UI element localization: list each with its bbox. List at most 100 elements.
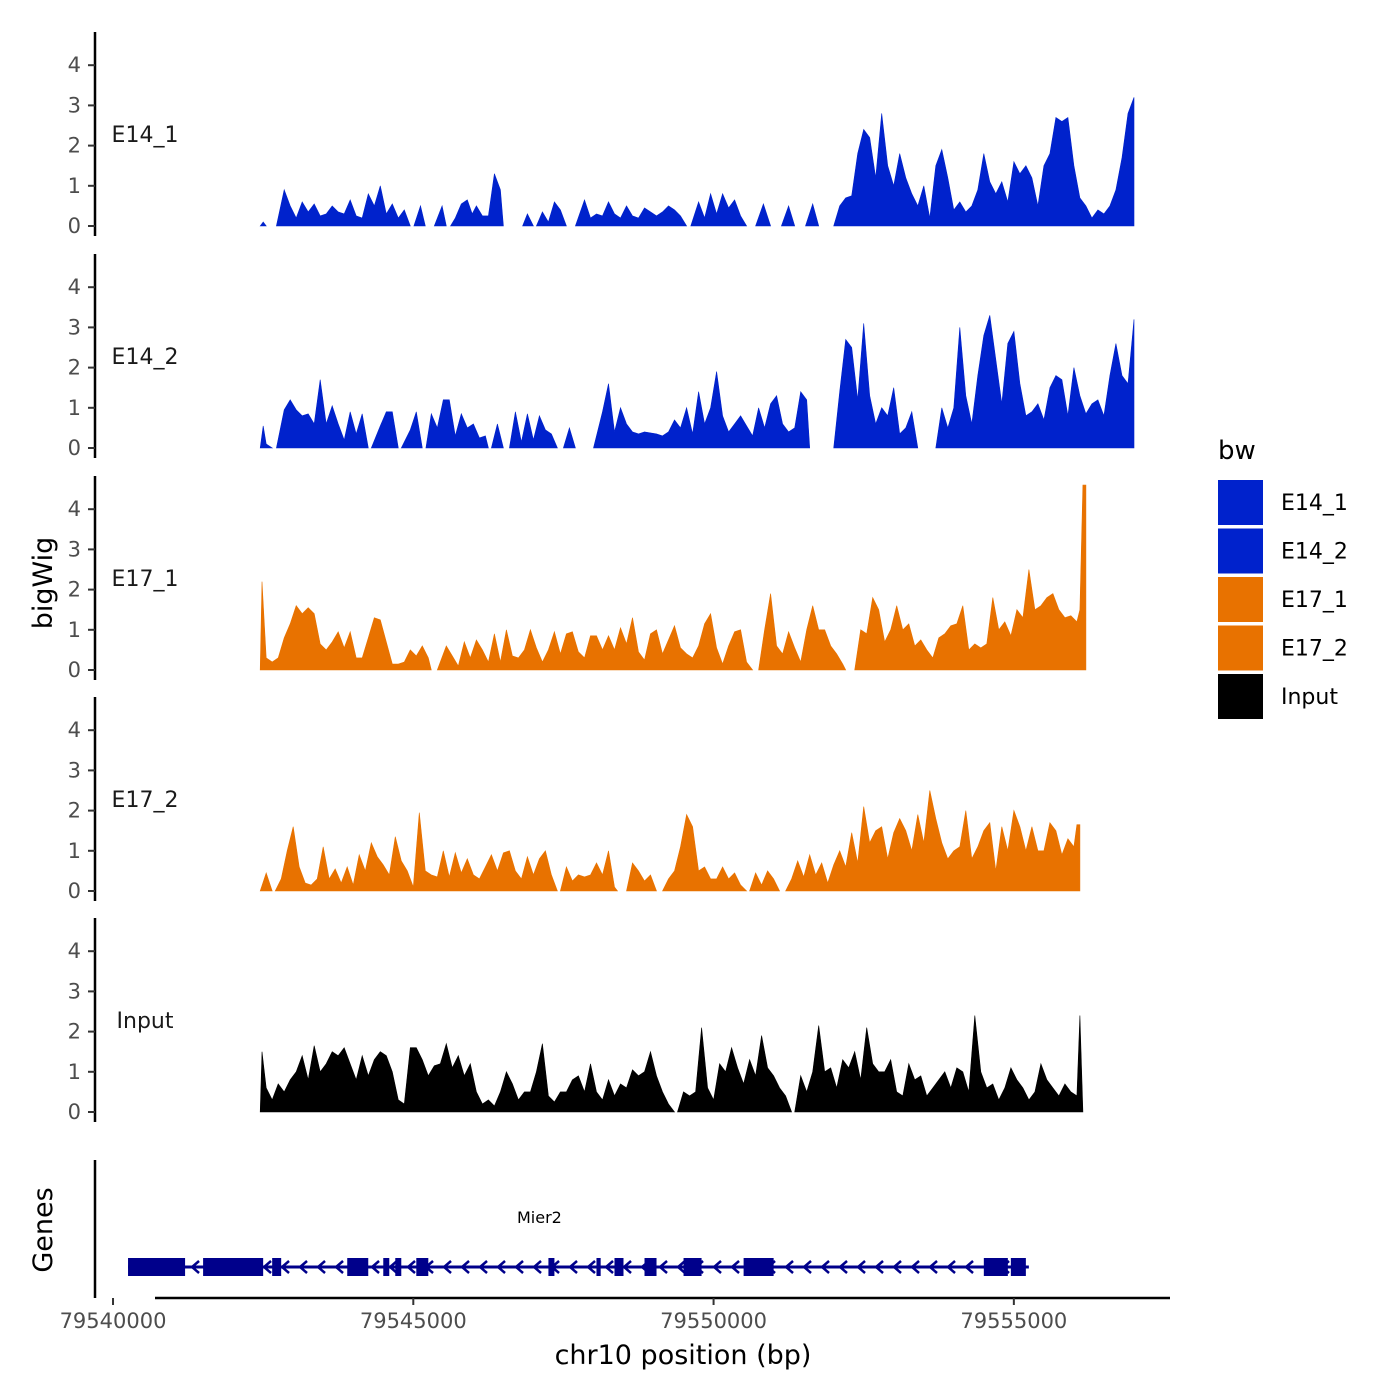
y-tick-label: 3 (68, 93, 81, 117)
strand-arrow (568, 1260, 578, 1274)
coverage-area (491, 423, 504, 449)
coverage-area (562, 426, 576, 449)
track-label: E14_2 (112, 345, 179, 370)
legend-swatch (1218, 528, 1263, 574)
coverage-area (449, 173, 504, 227)
strand-arrow (460, 1260, 470, 1274)
gene-exon (683, 1258, 702, 1276)
strand-arrow (712, 1260, 722, 1274)
strand-arrow (298, 1260, 308, 1274)
x-tick-label: 79555000 (960, 1309, 1067, 1333)
coverage-area (560, 850, 619, 892)
tracks-layer: 0 1 2 3 4 E14_1 0 1 2 3 4 E14_2 0 1 2 3 4 E17_1 0 1 2 3 4 E17_2… (68, 32, 1135, 1124)
coverage-area (755, 202, 772, 227)
coverage-area (274, 812, 558, 892)
strand-arrow (946, 1260, 956, 1274)
track-label: E14_1 (112, 123, 179, 148)
gene-exon (203, 1258, 264, 1276)
coverage-area (433, 204, 447, 227)
y-tick-label: 2 (68, 1020, 81, 1044)
strand-arrow (190, 1260, 200, 1274)
strand-arrow (802, 1260, 812, 1274)
gene-name-label: Mier2 (517, 1208, 562, 1227)
legend-label: Input (1281, 685, 1338, 710)
y-tick-label: 3 (68, 537, 81, 561)
gene-exon (644, 1258, 657, 1276)
strand-arrow (658, 1260, 668, 1274)
coverage-area (677, 1027, 793, 1113)
gene-exon (347, 1258, 369, 1276)
x-axis: 79540000 79545000 79550000 79555000 (60, 1296, 1170, 1333)
legend-swatch (1218, 480, 1263, 525)
y-tick-label: 2 (68, 799, 81, 823)
strand-arrow (514, 1260, 524, 1274)
legend-swatch (1218, 674, 1263, 719)
track-e14-2: 0 1 2 3 4 E14_2 (68, 254, 1135, 460)
coverage-area (574, 198, 688, 227)
coverage-area (780, 204, 796, 227)
legend-swatch (1218, 577, 1263, 622)
coverage-area (276, 185, 411, 227)
strand-arrow (316, 1260, 326, 1274)
y-tick-label: 0 (68, 436, 81, 460)
track-label: E17_1 (112, 567, 179, 592)
coverage-area (535, 201, 567, 227)
strand-arrow (928, 1260, 938, 1274)
genes-panel: Mier2 (93, 1160, 1029, 1298)
strand-arrow (370, 1260, 380, 1274)
y-tick-label: 4 (68, 53, 81, 77)
gene-exon (983, 1258, 1008, 1276)
gene-exon (128, 1258, 186, 1276)
y-tick-label: 2 (68, 356, 81, 380)
genes-axis-title: Genes (28, 1187, 59, 1272)
coverage-area (413, 204, 426, 227)
coverage-area (833, 97, 1135, 227)
legend-label: E17_2 (1281, 637, 1348, 662)
gene-exon (383, 1258, 390, 1276)
coverage-area (370, 411, 399, 449)
legend-title: bw (1218, 436, 1256, 466)
strand-arrow (586, 1260, 596, 1274)
legend-label: E17_1 (1281, 588, 1348, 613)
strand-arrow (442, 1260, 452, 1274)
coverage-area (259, 425, 274, 449)
y-tick-label: 0 (68, 214, 81, 238)
gene-exon (395, 1258, 402, 1276)
y-tick-label: 4 (68, 275, 81, 299)
track-input: 0 1 2 3 4 Input (68, 918, 1084, 1124)
strand-arrow (856, 1260, 866, 1274)
strand-arrow (820, 1260, 830, 1274)
coverage-area (259, 1042, 676, 1113)
coverage-area (276, 379, 369, 449)
y-tick-label: 0 (68, 879, 81, 903)
y-tick-label: 2 (68, 134, 81, 158)
y-tick-label: 2 (68, 578, 81, 602)
legend-label: E14_2 (1281, 540, 1348, 565)
y-tick-label: 1 (68, 396, 81, 420)
coverage-area (690, 192, 748, 227)
track-e17-1: 0 1 2 3 4 E17_1 (68, 476, 1087, 682)
y-tick-label: 3 (68, 979, 81, 1003)
coverage-area (626, 862, 657, 892)
gene-exon (272, 1258, 282, 1276)
strand-arrow (784, 1260, 794, 1274)
strand-arrow (262, 1260, 272, 1274)
y-tick-label: 0 (68, 1100, 81, 1124)
track-label: E17_2 (112, 788, 179, 813)
x-axis-title: chr10 position (bp) (555, 1340, 812, 1371)
coverage-area (522, 213, 534, 227)
strand-arrow (874, 1260, 884, 1274)
strand-arrow (406, 1260, 416, 1274)
x-tick-label: 79540000 (60, 1309, 167, 1333)
coverage-area (259, 221, 267, 227)
gene-exon (596, 1258, 601, 1276)
y-tick-label: 1 (68, 618, 81, 642)
y-tick-label: 4 (68, 939, 81, 963)
y-tick-label: 3 (68, 758, 81, 782)
coverage-area (833, 323, 919, 449)
y-tick-label: 1 (68, 1060, 81, 1084)
y-tick-label: 3 (68, 315, 81, 339)
x-tick-label: 79550000 (660, 1309, 767, 1333)
strand-arrow (334, 1260, 344, 1274)
track-e14-1: 0 1 2 3 4 E14_1 (68, 32, 1135, 238)
